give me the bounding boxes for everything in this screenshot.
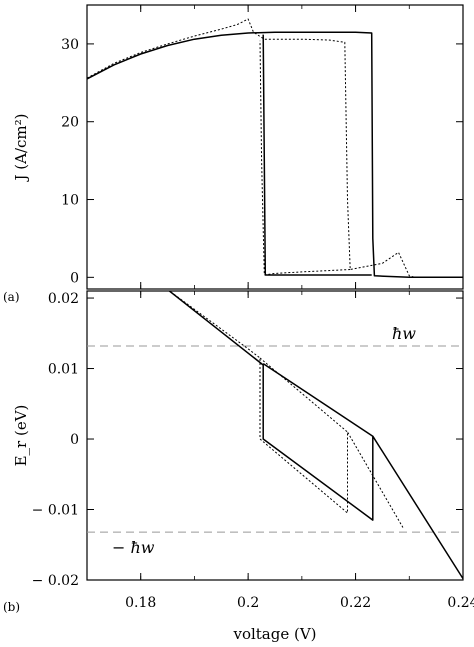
- panel-label: (b): [3, 600, 20, 614]
- series-line-dotted: [168, 291, 405, 530]
- panel-label: (a): [3, 290, 20, 304]
- series-line-solid: [262, 34, 372, 276]
- annotation-hbar-w: ħw: [392, 324, 416, 343]
- series-line-dotted: [259, 40, 351, 276]
- x-tick-label: 0.2: [237, 595, 259, 611]
- y-axis-label: E_r (eV): [12, 405, 30, 467]
- annotation-minus-hbar-w: − ħw: [112, 538, 155, 557]
- y-tick-label: 10: [61, 193, 79, 209]
- series-line-solid: [262, 362, 374, 437]
- x-axis-label: voltage (V): [232, 625, 316, 643]
- panel-a-current-density: 0 10 20 30 J (A/cm²) (a): [3, 4, 464, 304]
- plot-frame: [86, 290, 464, 581]
- y-tick-label: 30: [61, 37, 79, 53]
- plot-frame: [86, 4, 464, 290]
- x-tick-label: 0.24: [447, 595, 474, 611]
- panel-b-resonance-energy: 0.18 0.2 0.22 0.24 − 0.02 − 0.01 0 0.01 0.02 ħw − …: [3, 290, 474, 643]
- x-tick-label: 0.22: [340, 595, 371, 611]
- y-tick-label: − 0.02: [32, 573, 79, 589]
- y-tick-label: 0: [70, 270, 79, 286]
- y-tick-label: 0.01: [48, 362, 79, 378]
- y-tick-label: 0.02: [48, 291, 79, 307]
- y-tick-label: 20: [61, 115, 79, 131]
- series-line-dotted: [259, 357, 348, 433]
- y-tick-label: 0: [70, 432, 79, 448]
- series-line-dotted: [87, 18, 463, 278]
- series-line-solid: [87, 31, 463, 279]
- y-tick-label: − 0.01: [32, 503, 79, 519]
- y-axis-label: J (A/cm²): [12, 113, 30, 182]
- series-line-solid: [168, 291, 463, 580]
- x-tick-label: 0.18: [125, 595, 156, 611]
